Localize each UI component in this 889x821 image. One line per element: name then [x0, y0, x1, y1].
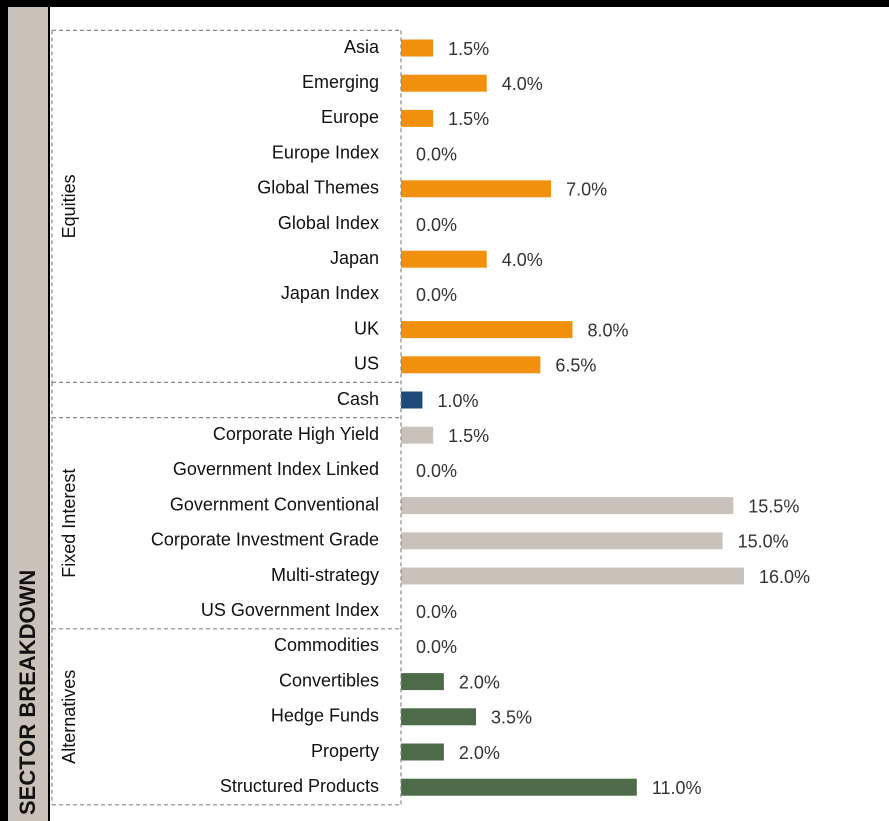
value-label: 8.0%	[588, 320, 629, 340]
value-label: 2.0%	[459, 672, 500, 692]
group-label: Fixed Interest	[59, 469, 79, 578]
value-label: 1.0%	[437, 391, 478, 411]
bar	[401, 426, 434, 444]
category-label: Hedge Funds	[271, 706, 379, 726]
value-label: 0.0%	[416, 461, 457, 481]
bar	[401, 532, 723, 550]
category-label: Convertibles	[279, 670, 379, 690]
category-label: Cash	[337, 389, 379, 409]
category-label: Corporate Investment Grade	[151, 530, 379, 550]
value-label: 0.0%	[416, 637, 457, 657]
top-border	[0, 0, 889, 7]
value-label: 1.5%	[448, 39, 489, 59]
side-band	[8, 7, 48, 821]
bar	[401, 109, 434, 127]
category-label: Japan	[330, 248, 379, 268]
category-label: Europe	[321, 107, 379, 127]
side-band-edge	[48, 7, 50, 821]
value-label: 6.5%	[555, 356, 596, 376]
category-label: Japan Index	[281, 283, 379, 303]
category-label: Asia	[344, 37, 380, 57]
category-label: Government Index Linked	[173, 459, 379, 479]
category-label: Global Index	[278, 213, 379, 233]
bar	[401, 708, 477, 726]
group-label: Equities	[59, 174, 79, 238]
group-label: Alternatives	[59, 670, 79, 764]
category-label: UK	[354, 318, 379, 338]
value-label: 1.5%	[448, 109, 489, 129]
bar	[401, 673, 444, 691]
category-label: Emerging	[302, 72, 379, 92]
category-label: Structured Products	[220, 776, 379, 796]
value-label: 15.0%	[738, 532, 789, 552]
value-label: 3.5%	[491, 708, 532, 728]
value-label: 1.5%	[448, 426, 489, 446]
value-label: 2.0%	[459, 743, 500, 763]
category-label: Corporate High Yield	[213, 424, 379, 444]
bar	[401, 39, 434, 57]
category-label: US	[354, 354, 379, 374]
value-label: 0.0%	[416, 285, 457, 305]
left-border	[0, 0, 8, 821]
bar	[401, 250, 487, 268]
bar	[401, 356, 541, 374]
value-label: 15.5%	[748, 496, 799, 516]
category-label: Property	[311, 741, 379, 761]
value-label: 7.0%	[566, 180, 607, 200]
value-label: 4.0%	[502, 74, 543, 94]
chart-title: SECTOR BREAKDOWN	[15, 570, 40, 815]
category-label: US Government Index	[201, 600, 379, 620]
value-label: 4.0%	[502, 250, 543, 270]
category-label: Global Themes	[257, 178, 379, 198]
category-label: Commodities	[274, 635, 379, 655]
value-label: 16.0%	[759, 567, 810, 587]
bar	[401, 567, 744, 585]
category-label: Multi-strategy	[271, 565, 379, 585]
value-label: 0.0%	[416, 144, 457, 164]
bar	[401, 743, 444, 761]
bar	[401, 778, 637, 796]
category-label: Government Conventional	[170, 494, 379, 514]
value-label: 0.0%	[416, 215, 457, 235]
category-label: Europe Index	[272, 142, 379, 162]
bar	[401, 321, 573, 339]
value-label: 11.0%	[652, 778, 702, 798]
bar	[401, 180, 552, 198]
bar	[401, 497, 734, 515]
value-label: 0.0%	[416, 602, 457, 622]
bar	[401, 391, 423, 409]
bar	[401, 74, 487, 92]
